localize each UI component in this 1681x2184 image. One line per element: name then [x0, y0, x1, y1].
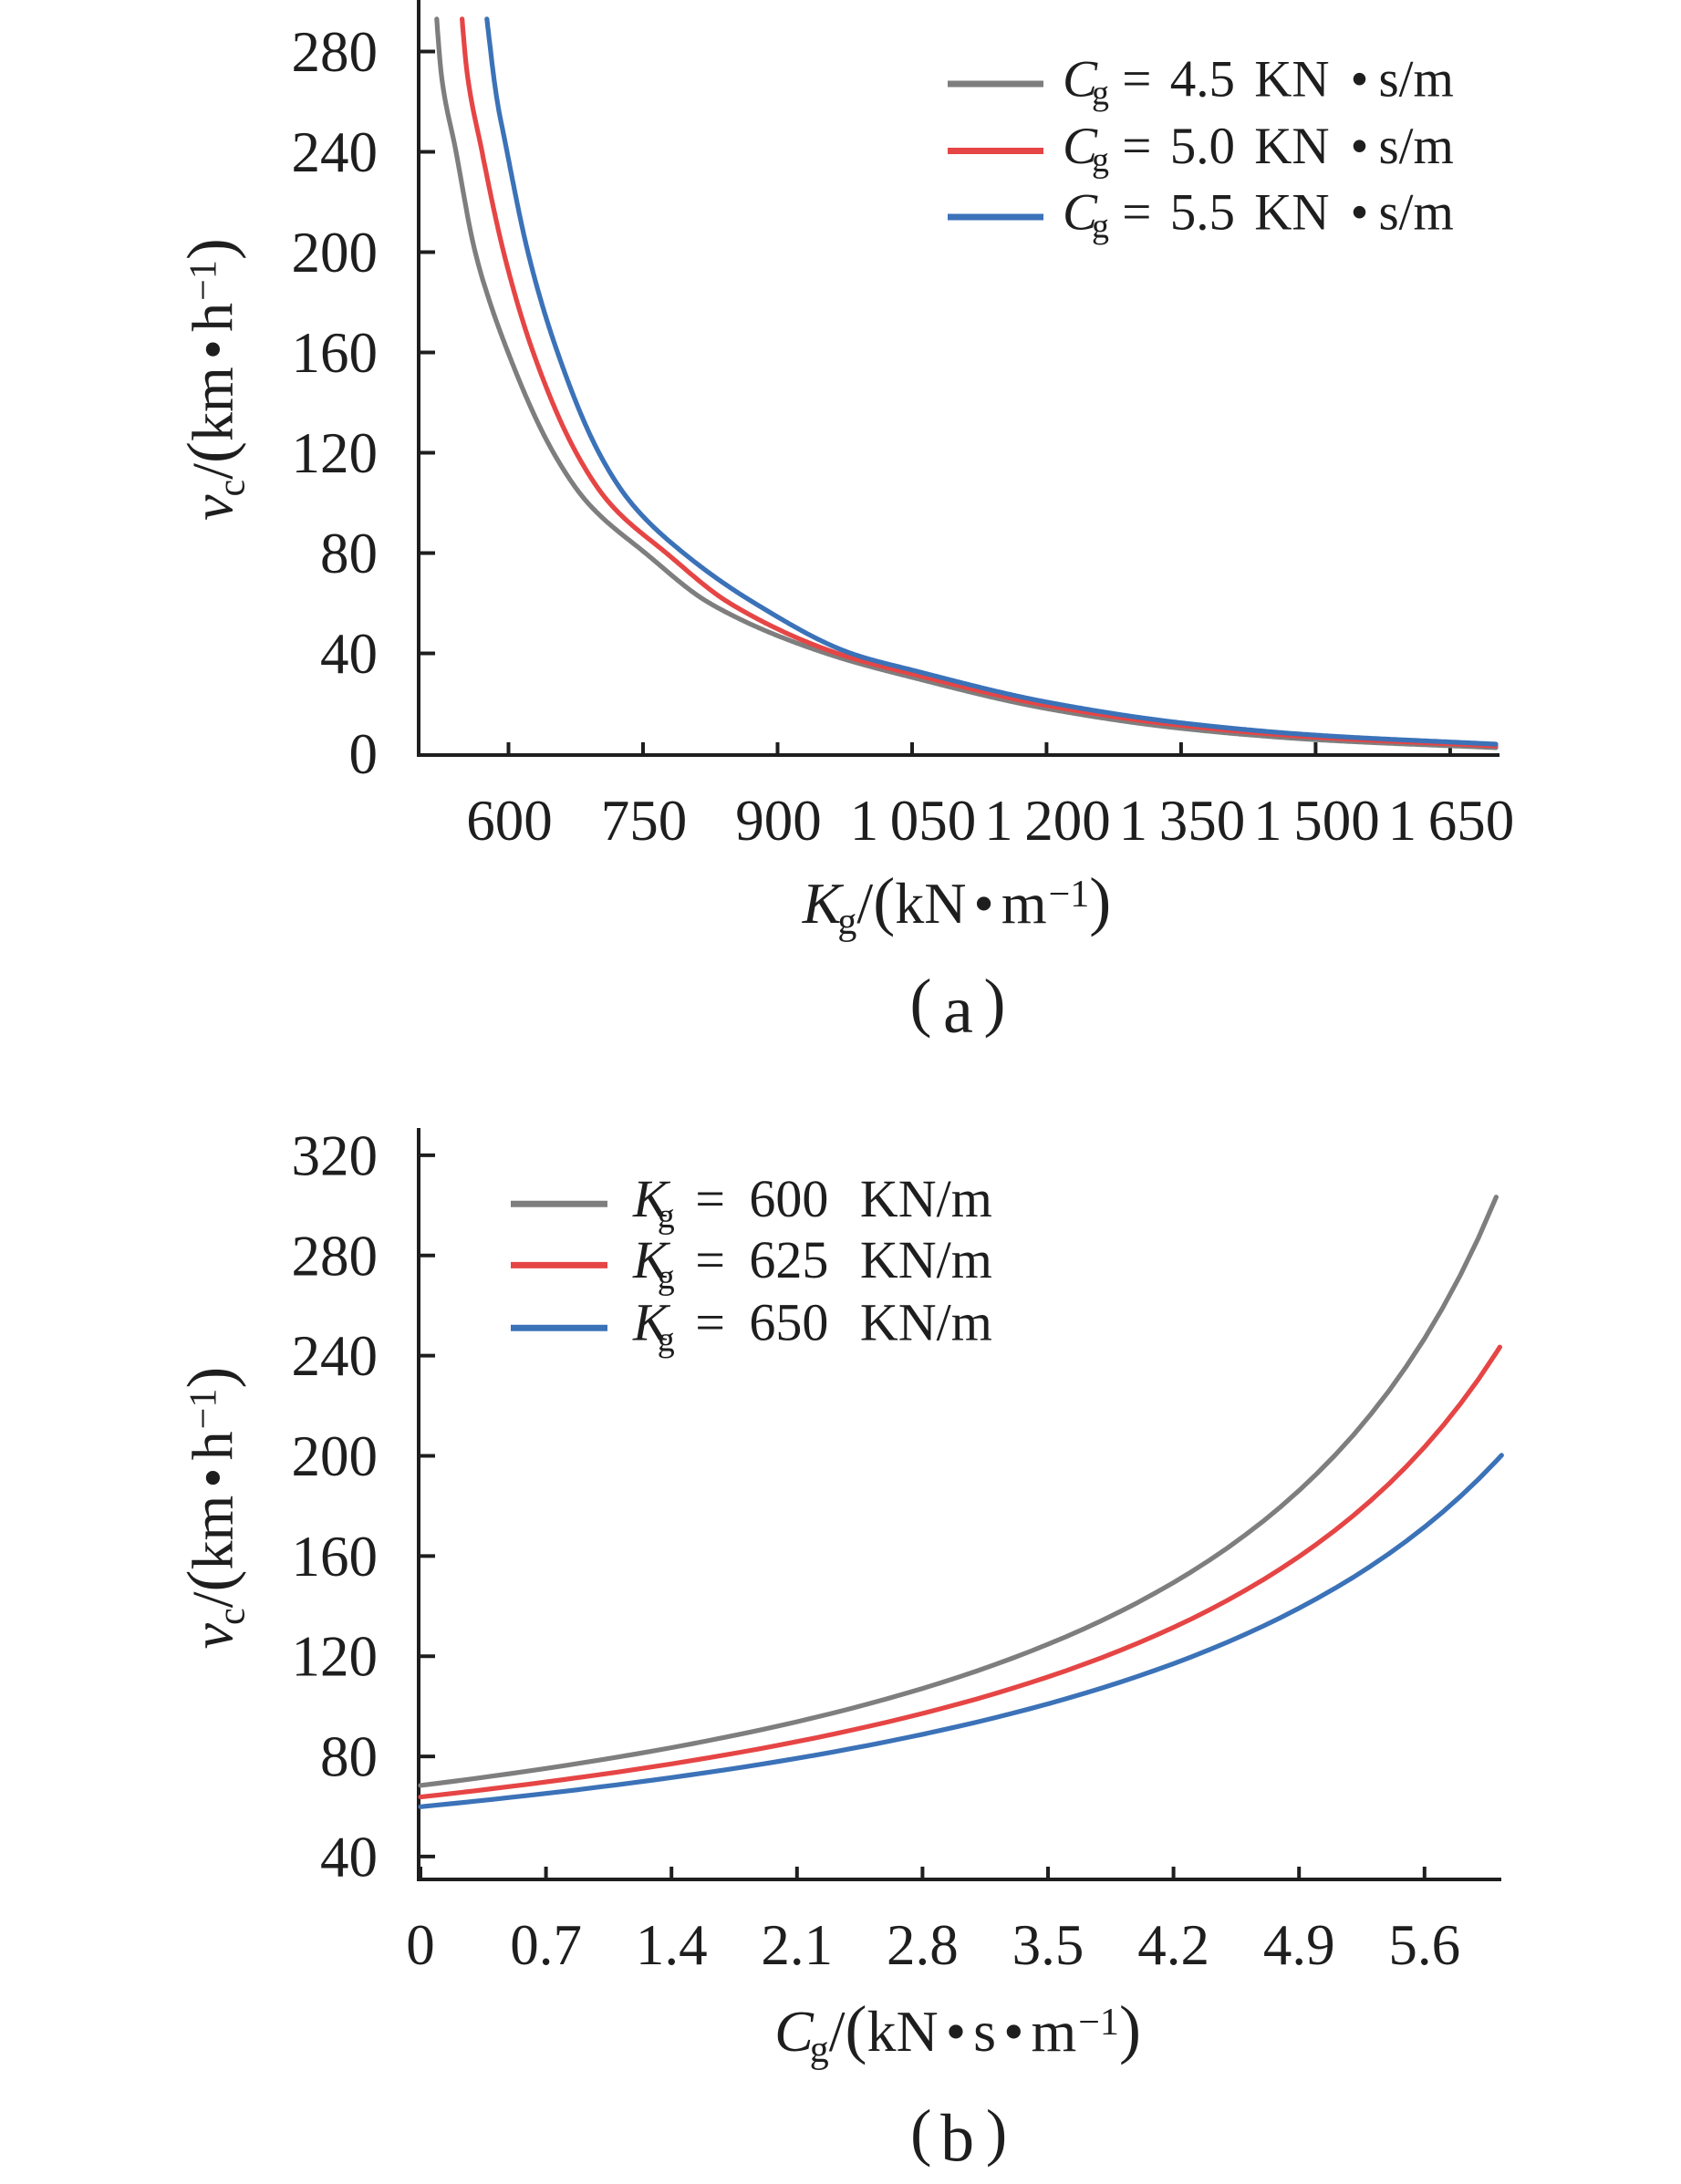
svg-text:240: 240 [292, 1324, 379, 1388]
svg-text:(: ( [910, 966, 932, 1039]
svg-text:750: 750 [601, 789, 688, 853]
svg-text:160: 160 [292, 1525, 379, 1589]
svg-text:2.8: 2.8 [887, 1913, 959, 1977]
svg-text:b: b [940, 2102, 974, 2177]
svg-text:120: 120 [292, 421, 379, 485]
svg-text:200: 200 [292, 1424, 379, 1488]
svg-text:40: 40 [320, 1825, 378, 1889]
svg-text:1 500: 1 500 [1253, 789, 1380, 853]
svg-text:4.9: 4.9 [1263, 1913, 1335, 1977]
svg-text:80: 80 [320, 1725, 378, 1789]
svg-text:vc/(km•h−1): vc/(km•h−1) [174, 1367, 254, 1650]
svg-text:80: 80 [320, 522, 378, 585]
svg-text:Cg = 4.5 KN•s/m: Cg = 4.5 KN • s/m [1063, 51, 1454, 113]
svg-text:200: 200 [292, 221, 379, 285]
svg-text:Cg/(kN•s•m−1): Cg/(kN • s • m−1) [774, 1993, 1141, 2071]
svg-text:a: a [943, 973, 973, 1048]
svg-text:Kg = 625 KN/m: Kg = 625 KN/m [632, 1230, 992, 1297]
svg-text:0.7: 0.7 [510, 1913, 582, 1977]
svg-text:120: 120 [292, 1625, 379, 1689]
svg-text:vc/(km•h−1): vc/(km•h−1) [174, 238, 254, 521]
svg-text:(: ( [910, 2098, 931, 2168]
svg-text:900: 900 [735, 789, 822, 853]
svg-text:4.2: 4.2 [1137, 1913, 1209, 1977]
svg-text:600: 600 [466, 789, 553, 853]
svg-text:160: 160 [292, 321, 379, 385]
svg-text:240: 240 [292, 120, 379, 184]
svg-text:0: 0 [406, 1913, 435, 1977]
svg-text:5.6: 5.6 [1388, 1913, 1460, 1977]
svg-text:Cg = 5.0 KN•s/m: Cg = 5.0 KN • s/m [1063, 118, 1454, 180]
svg-text:Kg = 650 KN/m: Kg = 650 KN/m [632, 1293, 992, 1360]
svg-text:Kg/(kN•m−1): Kg/(kN • m−1) [802, 864, 1112, 943]
svg-text:280: 280 [292, 1224, 379, 1288]
svg-text:3.5: 3.5 [1012, 1913, 1084, 1977]
svg-text:1 650: 1 650 [1388, 789, 1515, 853]
svg-text:): ) [986, 2098, 1007, 2168]
svg-text:1 350: 1 350 [1119, 789, 1246, 853]
svg-text:0: 0 [349, 722, 379, 786]
svg-text:Cg = 5.5 KN•s/m: Cg = 5.5 KN • s/m [1063, 184, 1454, 246]
svg-text:320: 320 [292, 1123, 379, 1187]
svg-text:1.4: 1.4 [636, 1913, 708, 1977]
svg-text:Kg = 600 KN/m: Kg = 600 KN/m [632, 1169, 992, 1236]
svg-text:1 200: 1 200 [984, 789, 1111, 853]
svg-text:280: 280 [292, 20, 379, 84]
svg-text:2.1: 2.1 [761, 1913, 833, 1977]
svg-text:40: 40 [320, 622, 378, 686]
svg-text:): ) [984, 966, 1006, 1039]
svg-text:1 050: 1 050 [850, 789, 977, 853]
